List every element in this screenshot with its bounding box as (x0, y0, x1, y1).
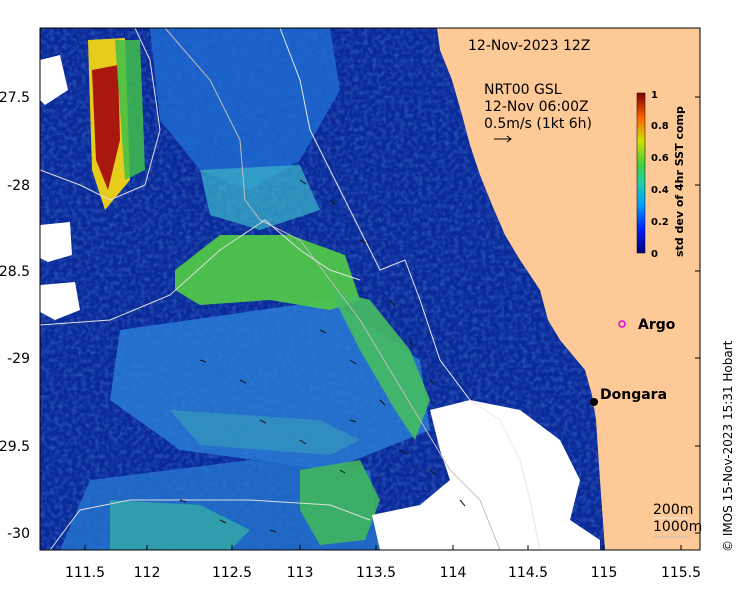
colorbar-tick: 0.2 (651, 217, 669, 228)
y-tick-label: -29 (7, 351, 30, 367)
colorbar-tick: 0.6 (651, 153, 669, 164)
x-tick-label: 115.5 (661, 565, 701, 581)
green-patch-south (300, 460, 380, 545)
isobath-south-curve (49, 499, 371, 550)
vector-scale-label: 0.5m/s (1kt 6h) (484, 116, 592, 132)
cyan-filament (200, 165, 320, 230)
x-tick-label: 112 (134, 565, 161, 581)
imos-credit: © IMOS 15-Nov-2023 15:31 Hobart (721, 340, 735, 552)
x-axis-ticks (84, 545, 682, 550)
argo-marker (618, 320, 626, 328)
land-western-australia (437, 28, 700, 550)
teal-patch-southwest (110, 500, 250, 550)
green-fringe-west (115, 40, 145, 180)
map-plot-area (40, 28, 700, 550)
current-vectors (179, 179, 466, 533)
argo-label: Argo (638, 317, 676, 333)
colorbar-tick: 0.4 (651, 185, 669, 196)
high-variance-core (92, 65, 120, 190)
colorbar-tick: 1 (651, 90, 658, 101)
x-tick-label: 114.5 (508, 565, 548, 581)
plot-frame (39, 27, 701, 551)
isobath-200m (279, 28, 541, 550)
colorbar-title: std dev of 4hr SST comp (673, 106, 686, 257)
y-tick-label: -27.5 (0, 90, 30, 106)
x-tick-label: 112.5 (212, 565, 252, 581)
isobath-legend-1000m: 1000m (653, 519, 702, 535)
nodata-patch-w2 (40, 282, 80, 320)
green-filament-diagonal (330, 290, 430, 440)
colorbar (636, 92, 646, 254)
y-tick-label: -30 (7, 526, 30, 542)
y-axis-ticks-right (695, 96, 700, 534)
y-tick-label: -28.5 (0, 264, 30, 280)
colorbar-tick: 0 (651, 249, 658, 260)
current-product-label: NRT00 GSL (484, 82, 562, 98)
mid-blue-zone-north (150, 28, 340, 190)
current-time-label: 12-Nov 06:00Z (484, 99, 589, 115)
vector-scale-arrow (494, 135, 512, 143)
teal-band-center (170, 410, 360, 455)
x-tick-label: 115 (591, 565, 618, 581)
x-tick-label: 113 (287, 565, 314, 581)
x-tick-label: 114 (440, 565, 467, 581)
y-tick-label: -29.5 (0, 439, 30, 455)
isobath-eddy-loop (40, 28, 161, 201)
nodata-patch-se (372, 400, 600, 550)
nodata-patch-w1 (40, 222, 72, 262)
isobath-west-curve (40, 219, 361, 326)
isobath-legend-200m: 200m (653, 502, 693, 518)
x-tick-label: 111.5 (65, 565, 105, 581)
date-title: 12-Nov-2023 12Z (468, 38, 590, 54)
dongara-marker (590, 398, 598, 406)
green-eddy-main (175, 235, 360, 310)
colorbar-tick: 0.8 (651, 121, 669, 132)
y-tick-label: -28 (7, 178, 30, 194)
x-tick-label: 113.5 (356, 565, 396, 581)
dongara-label: Dongara (600, 387, 667, 403)
isobath-1000m (164, 28, 501, 550)
nodata-patch-nw (40, 55, 68, 105)
